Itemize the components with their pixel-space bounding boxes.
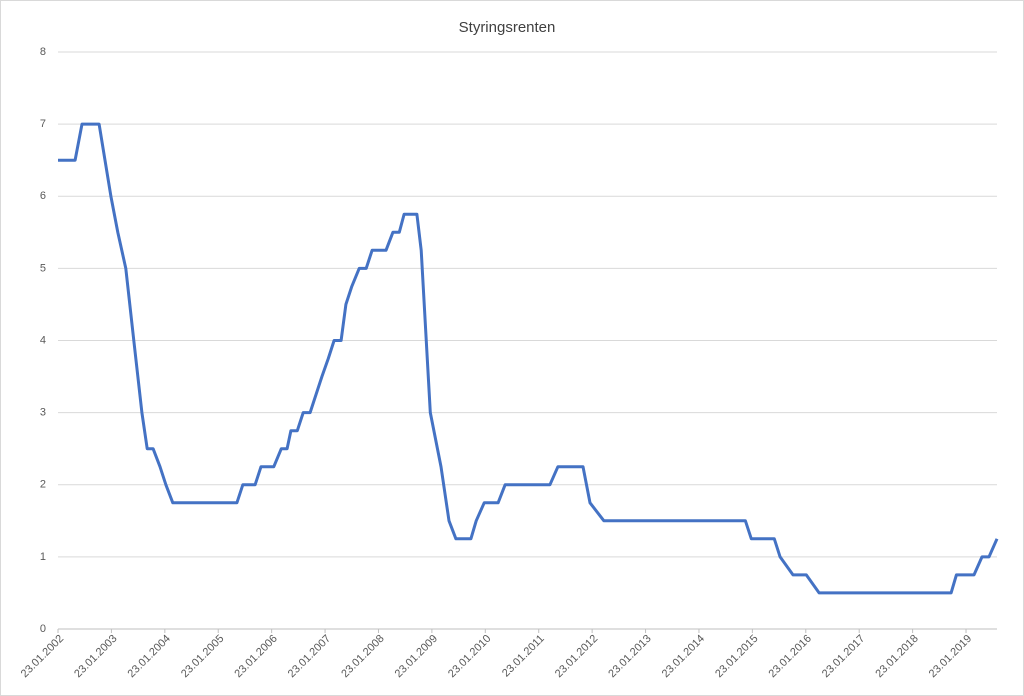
line-series	[58, 122, 999, 595]
y-tick-label: 2	[40, 479, 46, 491]
y-tick-label: 0	[40, 623, 46, 635]
y-tick-label: 5	[40, 262, 46, 274]
y-tick-label: 4	[40, 334, 46, 346]
y-tick-label: 6	[40, 190, 46, 202]
chart-title: Styringsrenten	[459, 19, 556, 36]
y-tick-label: 3	[40, 407, 46, 419]
y-tick-label: 7	[40, 118, 46, 130]
y-tick-label: 8	[40, 46, 46, 58]
y-tick-label: 1	[40, 551, 46, 563]
